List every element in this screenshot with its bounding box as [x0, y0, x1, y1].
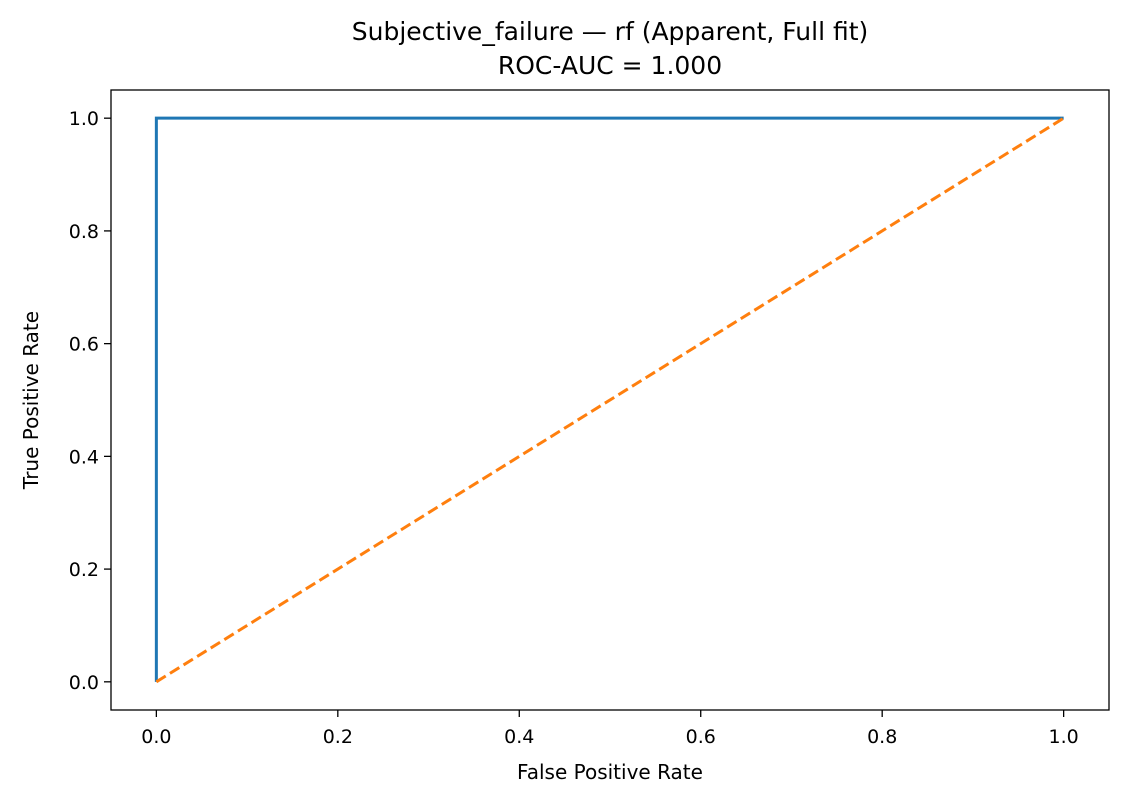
y-tick-label: 0.0	[69, 672, 99, 694]
y-axis-label: True Positive Rate	[19, 311, 43, 490]
axes-frame	[110, 89, 1110, 711]
x-tick-label: 1.0	[1049, 726, 1079, 748]
x-tick-label: 0.0	[141, 726, 171, 748]
y-tick-label: 1.0	[69, 108, 99, 130]
y-tick-label: 0.2	[69, 559, 99, 581]
x-tick-label: 0.4	[504, 726, 534, 748]
y-tick-label: 0.6	[69, 334, 99, 356]
chance-diagonal-line	[155, 116, 1065, 684]
x-axis-label: False Positive Rate	[517, 760, 703, 784]
x-tick-label: 0.8	[867, 726, 897, 748]
y-tick-label: 0.4	[69, 446, 99, 468]
x-tick-label: 0.6	[686, 726, 716, 748]
chart-title: Subjective_failure — rf (Apparent, Full …	[352, 17, 869, 46]
x-tick-label: 0.2	[323, 726, 353, 748]
chart-subtitle: ROC-AUC = 1.000	[498, 51, 722, 80]
plot-area	[154, 116, 1065, 684]
y-axis: 0.0 0.2 0.4 0.6 0.8 1.0	[69, 108, 111, 694]
roc-curve-line	[154, 116, 1064, 682]
y-tick-label: 0.8	[69, 221, 99, 243]
x-axis: 0.0 0.2 0.4 0.6 0.8 1.0	[141, 710, 1079, 748]
